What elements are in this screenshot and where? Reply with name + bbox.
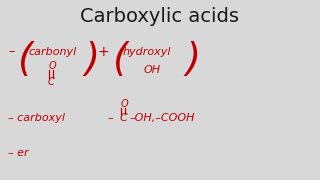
Text: C: C — [48, 77, 54, 87]
Text: OH: OH — [143, 65, 161, 75]
Text: (: ( — [113, 41, 128, 79]
Text: O: O — [120, 99, 128, 109]
Text: (: ( — [18, 41, 33, 79]
Text: ): ) — [84, 41, 99, 79]
Text: –OH,–COOH: –OH,–COOH — [130, 113, 196, 123]
Text: – er: – er — [8, 148, 28, 158]
Text: – carboxyl: – carboxyl — [8, 113, 65, 123]
Text: C: C — [119, 113, 127, 123]
Text: –: – — [8, 46, 14, 58]
Text: +: + — [98, 45, 110, 59]
Text: –: – — [108, 113, 114, 123]
Text: O: O — [48, 61, 56, 71]
Text: carbonyl: carbonyl — [28, 47, 76, 57]
Text: hydroxyl: hydroxyl — [123, 47, 172, 57]
Text: ): ) — [185, 41, 200, 79]
Text: Carboxylic acids: Carboxylic acids — [81, 6, 239, 26]
